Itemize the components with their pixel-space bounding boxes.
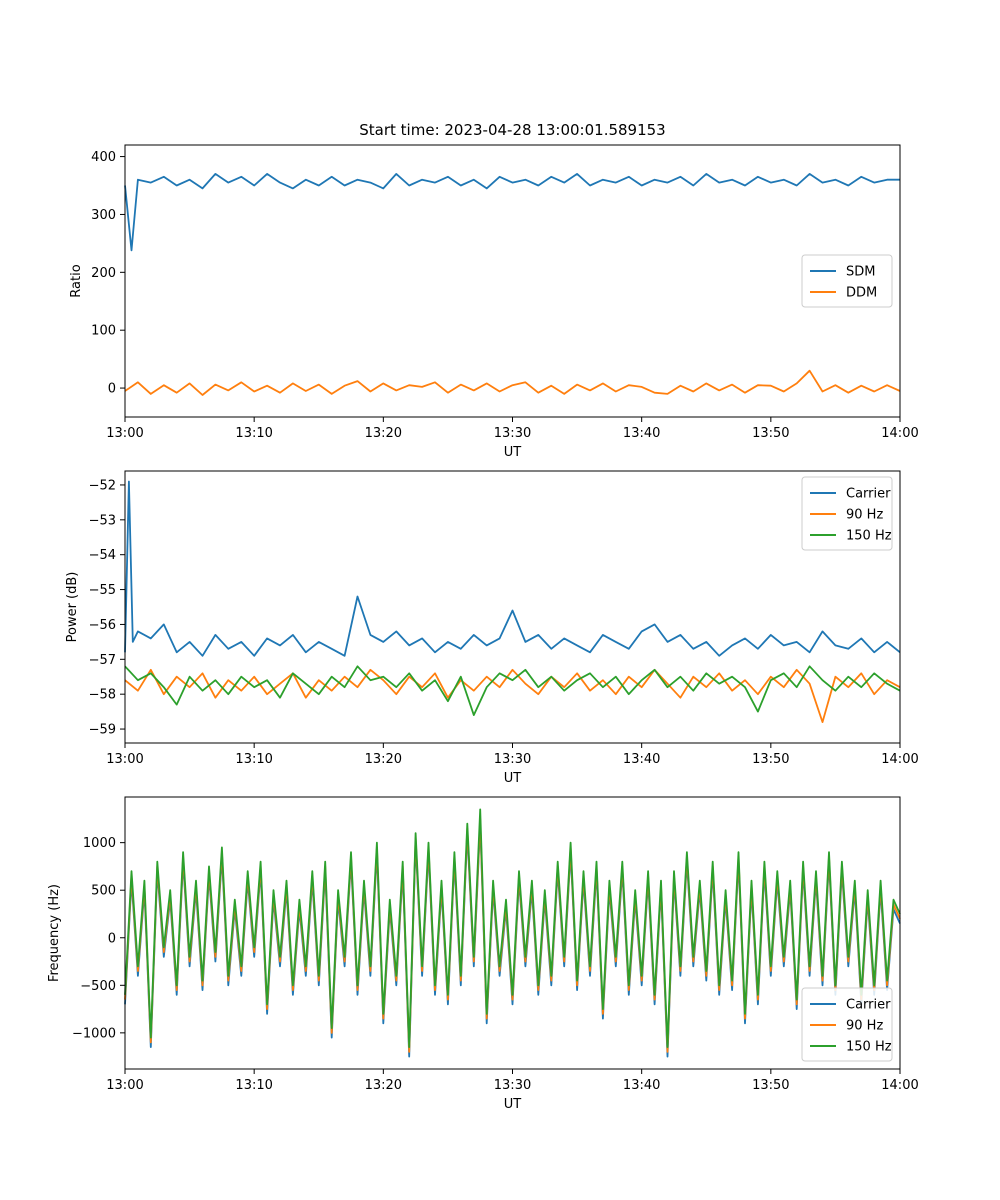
- x-tick-label: 13:40: [623, 752, 660, 767]
- y-axis-label: Frequency (Hz): [47, 884, 62, 982]
- x-tick-label: 13:40: [623, 426, 660, 441]
- x-tick-label: 14:00: [881, 1078, 918, 1093]
- x-tick-label: 13:10: [235, 426, 272, 441]
- y-tick-label: 0: [108, 382, 116, 397]
- y-tick-label: 0: [108, 931, 116, 946]
- y-axis-label: Ratio: [69, 264, 84, 297]
- y-tick-label: −500: [80, 979, 116, 994]
- y-tick-label: −56: [89, 618, 116, 633]
- y-tick-label: 400: [91, 150, 116, 165]
- y-tick-label: −54: [89, 548, 116, 563]
- x-tick-label: 13:00: [106, 752, 143, 767]
- y-tick-label: 200: [91, 266, 116, 281]
- y-tick-label: −1000: [72, 1026, 116, 1041]
- series-line-2: [124, 369, 901, 396]
- x-tick-label: 13:30: [494, 426, 531, 441]
- legend-label: Carrier: [846, 487, 891, 502]
- series-line-2: [124, 668, 901, 723]
- series-line-1: [124, 822, 901, 1058]
- legend: Carrier 90 Hz 150 Hz: [801, 476, 893, 551]
- series-line-1: [124, 172, 900, 252]
- y-tick-label: −57: [89, 653, 116, 668]
- y-tick-label: 300: [91, 208, 116, 223]
- x-tick-label: 13:10: [235, 1078, 272, 1093]
- y-axis-label: Power (dB): [65, 572, 80, 643]
- x-axis-label: UT: [504, 445, 522, 460]
- legend-box: [801, 254, 893, 308]
- series-line-2: [124, 818, 901, 1053]
- x-tick-label: 13:20: [365, 752, 402, 767]
- x-tick-label: 14:00: [881, 426, 918, 441]
- plot-area: [125, 471, 900, 743]
- x-tick-label: 13:50: [752, 752, 789, 767]
- plot-area: [125, 145, 900, 417]
- legend-label: 150 Hz: [846, 529, 892, 544]
- y-tick-label: 100: [91, 324, 116, 339]
- x-tick-label: 13:50: [752, 1078, 789, 1093]
- panel-3: 13:00 13:10 13:20 13:30 13:40 13:50 14:00 1000 5…: [47, 796, 919, 1112]
- chart-title: Start time: 2023-04-28 13:00:01.589153: [359, 121, 665, 139]
- y-tick-label: −58: [89, 688, 116, 703]
- y-tick-label: −55: [89, 583, 116, 598]
- y-tick-label: −59: [89, 723, 116, 738]
- legend-label: DDM: [846, 286, 877, 301]
- x-tick-label: 13:00: [106, 426, 143, 441]
- y-tick-label: 1000: [83, 836, 116, 851]
- x-tick-label: 13:30: [494, 1078, 531, 1093]
- series-line-1: [124, 480, 901, 657]
- x-tick-label: 13:40: [623, 1078, 660, 1093]
- legend-label: Carrier: [846, 998, 891, 1013]
- y-tick-label: −53: [89, 513, 116, 528]
- legend-label: SDM: [846, 265, 875, 280]
- legend-box: [801, 476, 893, 551]
- x-axis-label: UT: [504, 1097, 522, 1112]
- legend: Carrier 90 Hz 150 Hz: [801, 987, 893, 1062]
- x-tick-label: 13:50: [752, 426, 789, 441]
- x-tick-label: 13:20: [365, 1078, 402, 1093]
- y-tick-label: 500: [91, 884, 116, 899]
- x-tick-label: 13:10: [235, 752, 272, 767]
- panel-2: 13:00 13:10 13:20 13:30 13:40 13:50 14:00 −52 −5…: [65, 470, 919, 786]
- legend-label: 150 Hz: [846, 1040, 892, 1055]
- legend-box: [801, 987, 893, 1062]
- series-line-3: [124, 808, 901, 1048]
- x-axis-label: UT: [504, 771, 522, 786]
- x-tick-label: 13:20: [365, 426, 402, 441]
- panel-1: 13:00 13:10 13:20 13:30 13:40 13:50 14:00 0 100 2…: [69, 121, 919, 460]
- x-tick-label: 13:30: [494, 752, 531, 767]
- legend-label: 90 Hz: [846, 508, 883, 523]
- x-tick-label: 14:00: [881, 752, 918, 767]
- legend: SDM DDM: [801, 254, 893, 308]
- plot-area: [125, 797, 900, 1069]
- legend-label: 90 Hz: [846, 1019, 883, 1034]
- series-line-3: [124, 665, 901, 716]
- y-tick-label: −52: [89, 478, 116, 493]
- x-tick-label: 13:00: [106, 1078, 143, 1093]
